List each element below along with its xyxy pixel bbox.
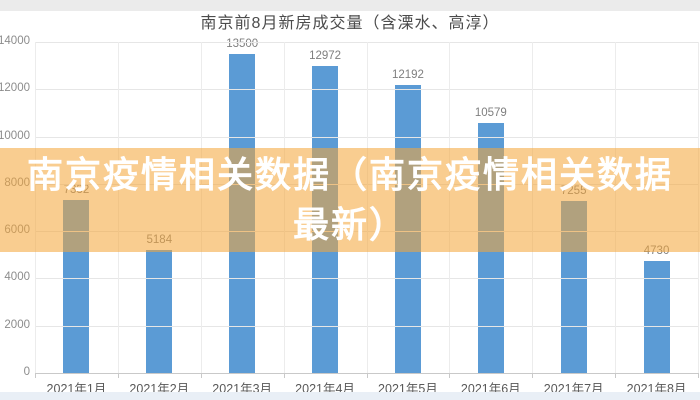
chart-title: 南京前8月新房成交量（含溧水、高淳）: [200, 15, 500, 32]
bar-value-label-5: 12192: [391, 68, 424, 81]
x-axis-tick: [449, 373, 451, 378]
y-axis-tick-label: 0: [23, 366, 30, 378]
x-axis-tick: [366, 373, 368, 378]
y-axis-tick-label: 2000: [4, 318, 30, 331]
x-axis-tick: [200, 373, 202, 378]
x-axis-tick: [532, 373, 534, 378]
top-strip: [0, 0, 700, 11]
x-axis-tick: [615, 373, 617, 378]
x-axis-tick: [698, 373, 699, 378]
x-axis-tick: [283, 373, 285, 378]
overlay-banner: 南京疫情相关数据（南京疫情相关数据 最新）: [0, 148, 700, 252]
y-axis-tick-label: 14000: [0, 35, 30, 47]
x-axis-tick: [35, 373, 36, 378]
y-axis-tick-label: 10000: [0, 129, 30, 142]
x-axis-tick: [117, 373, 119, 378]
bar-value-label-6: 10579: [474, 106, 507, 119]
y-axis-tick-label: 12000: [0, 82, 30, 95]
bottom-strip: [0, 392, 700, 400]
banner-title-line1: 南京疫情相关数据（南京疫情相关数据: [26, 154, 673, 196]
bar-value-label-3: 13500: [226, 37, 259, 50]
bar-2: [146, 250, 173, 373]
bar-value-label-4: 12972: [309, 50, 342, 63]
y-axis-tick-label: 4000: [4, 271, 30, 284]
banner-title-line2: 最新）: [292, 204, 407, 245]
bar-8: [643, 261, 670, 373]
